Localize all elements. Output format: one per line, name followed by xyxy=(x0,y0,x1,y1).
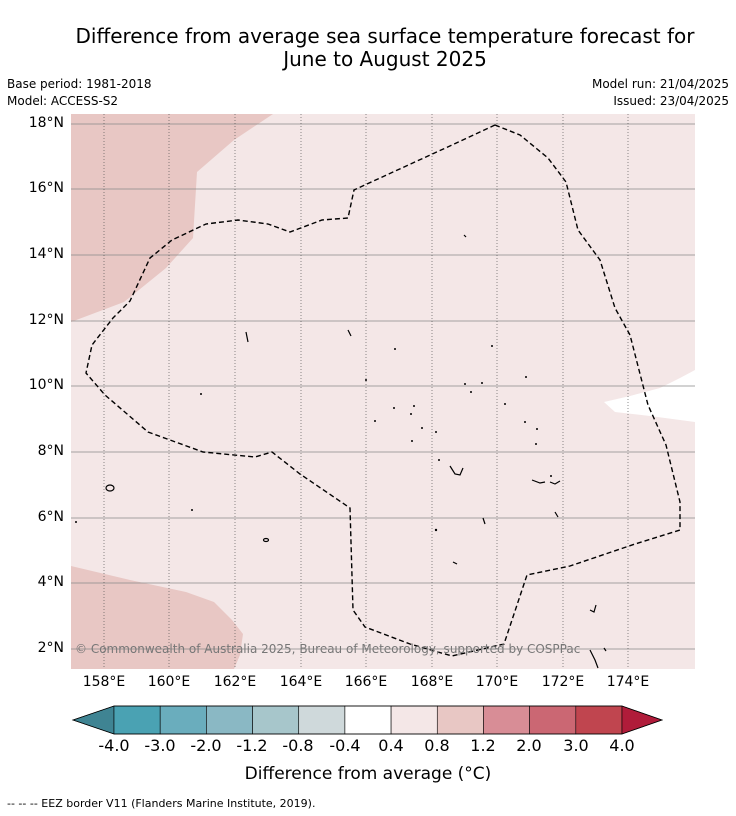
warm-anomaly-region-southwest xyxy=(71,566,243,669)
colorbar-segment xyxy=(206,705,253,735)
colorbar-segment xyxy=(298,705,346,735)
colorbar-tick-label: -4.0 xyxy=(98,736,130,755)
lon-label: 170°E xyxy=(475,674,519,690)
model-name: Model: ACCESS-S2 xyxy=(7,94,119,108)
colorbar-segment xyxy=(436,705,484,735)
chart-title-line2: June to August 2025 xyxy=(283,47,487,71)
colorbar-tick-label: -1.2 xyxy=(236,736,268,755)
lon-label: 172°E xyxy=(541,674,585,690)
colorbar-tick-label: -3.0 xyxy=(144,736,176,755)
warm-anomaly-region-northwest xyxy=(71,114,273,322)
colorbar-tick-label: 1.2 xyxy=(470,736,496,755)
lat-label: 8°N xyxy=(37,443,64,459)
lon-label: 166°E xyxy=(344,674,388,690)
lat-label: 14°N xyxy=(28,246,64,262)
colorbar-title: Difference from average (°C) xyxy=(244,764,492,784)
colorbar-segment xyxy=(252,705,300,735)
issued-date: Issued: 23/04/2025 xyxy=(613,94,729,108)
lon-label: 160°E xyxy=(147,674,191,690)
latitude-gridlines xyxy=(71,123,695,650)
eez-border xyxy=(85,124,681,657)
lat-label: 10°N xyxy=(28,377,64,393)
colorbar-segment xyxy=(575,705,623,735)
colorbar-over-arrow xyxy=(621,705,663,735)
colorbar-tick-label: 0.4 xyxy=(378,736,404,755)
eez-legend-note: -- -- -- EEZ border V11 (Flanders Marine… xyxy=(7,797,316,810)
lat-label: 18°N xyxy=(28,115,64,131)
longitude-gridlines xyxy=(103,114,629,669)
colorbar-tick-label: -2.0 xyxy=(190,736,222,755)
lon-label: 158°E xyxy=(82,674,126,690)
lat-label: 12°N xyxy=(28,312,64,328)
model-run-date: Model run: 21/04/2025 xyxy=(591,77,729,91)
lon-label: 164°E xyxy=(279,674,323,690)
lat-label: 2°N xyxy=(37,640,64,656)
island-outlines xyxy=(105,234,607,669)
colorbar-tick-label: 0.8 xyxy=(424,736,450,755)
neutral-region-east xyxy=(604,370,695,422)
lat-label: 4°N xyxy=(37,574,64,590)
lat-label: 16°N xyxy=(28,180,64,196)
colorbar-segment xyxy=(390,705,438,735)
lat-label: 6°N xyxy=(37,509,64,525)
colorbar-tick-label: -0.8 xyxy=(282,736,314,755)
colorbar-segment xyxy=(113,705,161,735)
base-period: Base period: 1981-2018 xyxy=(7,77,152,91)
colorbar-tick-label: 3.0 xyxy=(563,736,589,755)
colorbar xyxy=(71,705,664,735)
lon-label: 162°E xyxy=(213,674,257,690)
colorbar-segment xyxy=(529,705,577,735)
colorbar-outline xyxy=(71,705,664,735)
chart-title-line1: Difference from average sea surface temp… xyxy=(75,24,695,48)
colorbar-tick-label: -0.4 xyxy=(329,736,361,755)
colorbar-segment xyxy=(483,705,530,735)
colorbar-tick-label: 2.0 xyxy=(516,736,542,755)
colorbar-tick-label: 4.0 xyxy=(609,736,635,755)
copyright-notice: © Commonwealth of Australia 2025, Bureau… xyxy=(75,642,580,656)
colorbar-segment xyxy=(344,705,392,735)
island-dots xyxy=(75,345,552,532)
lon-label: 168°E xyxy=(410,674,454,690)
colorbar-under-arrow xyxy=(72,705,115,735)
lon-label: 174°E xyxy=(606,674,650,690)
colorbar-segment xyxy=(159,705,207,735)
